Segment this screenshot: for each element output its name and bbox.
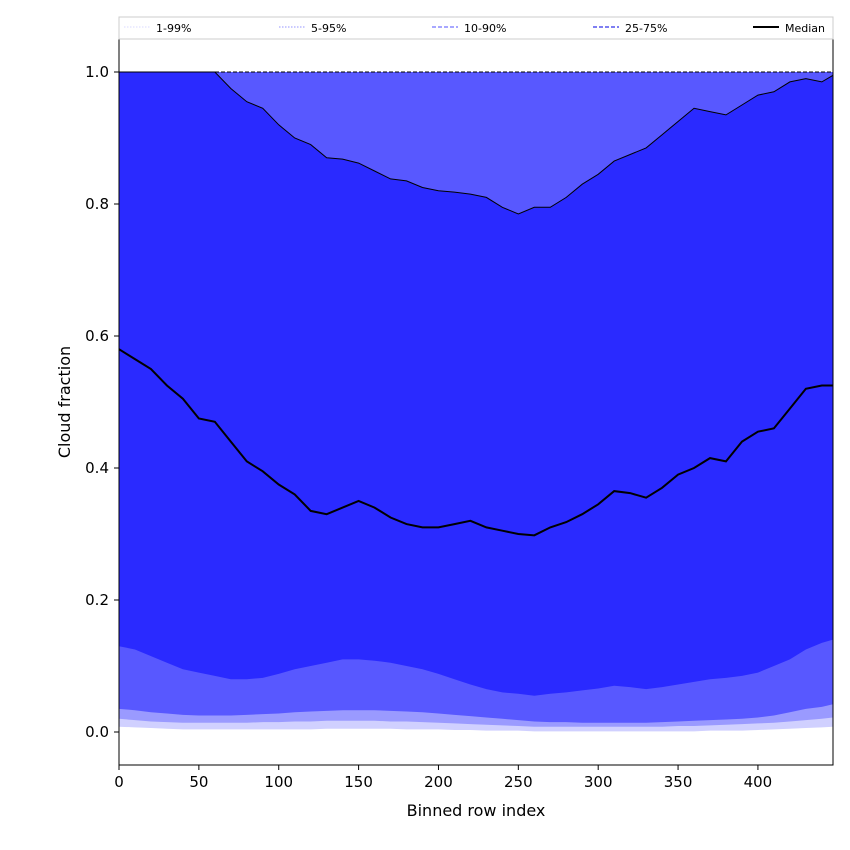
x-tick-label: 400 bbox=[744, 773, 773, 791]
x-tick-label: 50 bbox=[189, 773, 208, 791]
x-tick-label: 0 bbox=[114, 773, 124, 791]
x-axis-title: Binned row index bbox=[407, 801, 546, 820]
x-tick-label: 350 bbox=[664, 773, 693, 791]
y-tick-label: 0.0 bbox=[85, 723, 109, 741]
x-tick-label: 250 bbox=[504, 773, 533, 791]
x-axis: 0 50 100 150 200 250 300 350 400 bbox=[114, 765, 772, 791]
x-tick-label: 300 bbox=[584, 773, 613, 791]
y-tick-label: 0.6 bbox=[85, 327, 109, 345]
y-tick-label: 1.0 bbox=[85, 63, 109, 81]
x-tick-label: 150 bbox=[344, 773, 373, 791]
legend-box bbox=[118, 16, 834, 40]
x-tick-label: 100 bbox=[264, 773, 293, 791]
percentile-bands bbox=[119, 72, 833, 732]
legend-label: 1-99% bbox=[156, 22, 191, 35]
y-tick-label: 0.8 bbox=[85, 195, 109, 213]
series-lines bbox=[118, 71, 834, 537]
median-line bbox=[118, 348, 833, 537]
legend-label: 5-95% bbox=[311, 22, 346, 35]
y-axis-title: Cloud fraction bbox=[55, 346, 74, 458]
y-axis: 0.0 0.2 0.4 0.6 0.8 1.0 bbox=[85, 63, 119, 741]
legend-label: 10-90% bbox=[464, 22, 506, 35]
band-25-75 bbox=[119, 72, 833, 696]
x-tick-label: 200 bbox=[424, 773, 453, 791]
legend: 1-99% 5-95% 10-90% 25-75% Median bbox=[118, 16, 834, 40]
p75-line bbox=[119, 71, 834, 215]
legend-label: 25-75% bbox=[625, 22, 667, 35]
y-tick-label: 0.2 bbox=[85, 591, 109, 609]
legend-label: Median bbox=[785, 22, 825, 35]
y-tick-label: 0.4 bbox=[85, 459, 109, 477]
